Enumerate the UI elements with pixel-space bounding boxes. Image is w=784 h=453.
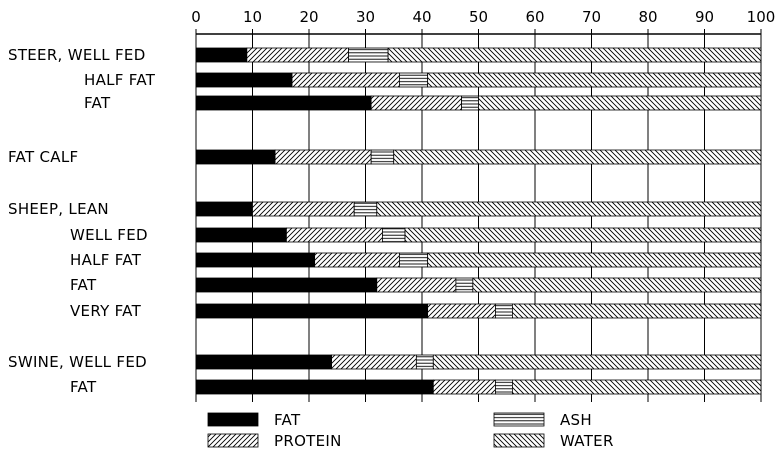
legend-swatch-ash [493, 412, 545, 427]
bar-segment-protein [432, 379, 496, 395]
legend: FAT PROTEIN ASH WATER [207, 411, 614, 450]
row-label: WELL FED [70, 226, 148, 244]
legend-label-ash: ASH [560, 411, 592, 429]
grid-lines [195, 29, 762, 402]
bar-segment-water [512, 303, 762, 319]
x-tick-label: 60 [525, 8, 544, 26]
bar-segment-water [427, 252, 762, 268]
bar-segment-water [512, 379, 762, 395]
legend-label-water: WATER [560, 432, 614, 450]
bar-segment-fat [195, 227, 287, 243]
bar-segment-fat [195, 379, 434, 395]
legend-label-fat: FAT [274, 411, 301, 429]
bar-segment-ash [415, 354, 434, 370]
bar-segment-protein [291, 72, 400, 88]
row-label: FAT [70, 378, 97, 396]
bar-segment-fat [195, 354, 333, 370]
legend-swatch-fat [207, 412, 259, 427]
row-labels: STEER, WELL FED HALF FAT FAT FAT CALF SHEEP,… [8, 46, 156, 396]
row-label: FAT CALF [8, 148, 78, 166]
row-label: FAT [84, 94, 111, 112]
bar-segment-fat [195, 72, 293, 88]
bar-segment-ash [495, 379, 513, 395]
row-label: VERY FAT [70, 302, 142, 320]
bar-segment-water [427, 72, 762, 88]
bar-segment-ash [461, 95, 479, 111]
bar-segment-protein [370, 95, 462, 111]
x-tick-label: 20 [299, 8, 318, 26]
row-label: HALF FAT [84, 71, 156, 89]
bar-segment-protein [246, 47, 349, 63]
x-tick-label: 70 [582, 8, 601, 26]
row-label: SWINE, WELL FED [8, 353, 147, 371]
bar-segment-fat [195, 277, 378, 293]
bar-segment-protein [376, 277, 457, 293]
bar-segment-protein [274, 149, 372, 165]
x-tick-label: 30 [356, 8, 375, 26]
x-tick-label: 10 [243, 8, 262, 26]
bar-segment-water [387, 47, 762, 63]
bar-segment-water [376, 201, 762, 217]
bar-segment-ash [348, 47, 389, 63]
bar-segment-fat [195, 252, 316, 268]
bar-segment-fat [195, 303, 429, 319]
bar-segment-water [432, 354, 762, 370]
bar-segment-water [478, 95, 762, 111]
x-tick-label: 0 [191, 8, 201, 26]
bar-segment-fat [195, 47, 248, 63]
bar-segment-protein [331, 354, 417, 370]
bar-segment-ash [370, 149, 395, 165]
row-label: SHEEP, LEAN [8, 200, 109, 218]
bar-segment-protein [427, 303, 496, 319]
bar-segment-water [393, 149, 762, 165]
x-tick-label: 90 [695, 8, 714, 26]
x-tick-label: 40 [412, 8, 431, 26]
x-tick-label: 80 [638, 8, 657, 26]
row-label: HALF FAT [70, 251, 142, 269]
bars [195, 47, 762, 395]
bar-segment-ash [382, 227, 406, 243]
bar-segment-fat [195, 149, 276, 165]
bar-segment-water [404, 227, 762, 243]
bar-segment-ash [398, 252, 429, 268]
bar-segment-ash [398, 72, 429, 88]
bar-segment-ash [353, 201, 378, 217]
bar-segment-ash [495, 303, 513, 319]
row-label: FAT [70, 276, 97, 294]
bar-segment-protein [314, 252, 400, 268]
bar-segment-fat [195, 95, 372, 111]
x-axis-tick-labels: 0 10 20 30 40 50 60 70 80 90 100 [191, 8, 775, 26]
bar-segment-protein [252, 201, 355, 217]
legend-swatch-protein [207, 433, 259, 448]
bar-segment-fat [195, 201, 253, 217]
legend-label-protein: PROTEIN [274, 432, 342, 450]
bar-segment-water [472, 277, 762, 293]
bar-segment-protein [285, 227, 383, 243]
x-tick-label: 50 [469, 8, 488, 26]
row-label: STEER, WELL FED [8, 46, 146, 64]
legend-swatch-water [493, 433, 545, 448]
x-tick-label: 100 [747, 8, 776, 26]
bar-segment-ash [455, 277, 474, 293]
